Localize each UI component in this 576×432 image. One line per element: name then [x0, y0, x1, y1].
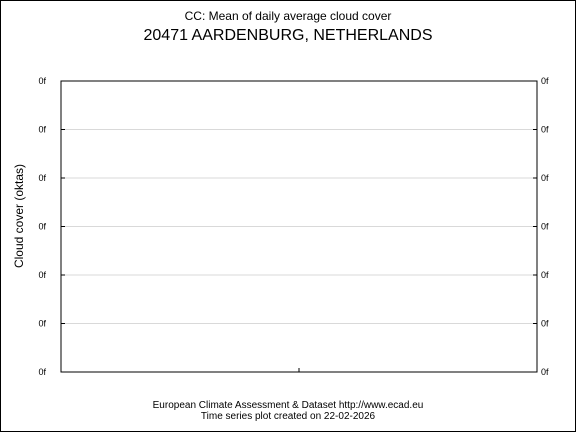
y-tick-label-left: 0f — [38, 319, 46, 329]
footer-created: Time series plot created on 22-02-2026 — [200, 411, 376, 422]
y-tick-label-right: 0f — [541, 319, 549, 329]
y-tick-label-right: 0f — [541, 125, 549, 135]
y-tick-label-left: 0f — [38, 125, 46, 135]
y-tick-label-left: 0f — [38, 76, 46, 86]
y-tick-label-right: 0f — [541, 367, 549, 377]
y-tick-label-left: 0f — [38, 367, 46, 377]
y-tick-label-left: 0f — [38, 222, 46, 232]
footer-source: European Climate Assessment & Dataset ht… — [152, 400, 424, 411]
y-tick-label-right: 0f — [541, 222, 549, 232]
y-tick-label-right: 0f — [541, 173, 549, 183]
y-tick-label-left: 0f — [38, 173, 46, 183]
chart-subtitle: 20471 AARDENBURG, NETHERLANDS — [143, 27, 433, 44]
chart-title: CC: Mean of daily average cloud cover — [184, 9, 392, 23]
y-tick-label-right: 0f — [541, 76, 549, 86]
y-tick-label-right: 0f — [541, 270, 549, 280]
y-tick-label-left: 0f — [38, 270, 46, 280]
